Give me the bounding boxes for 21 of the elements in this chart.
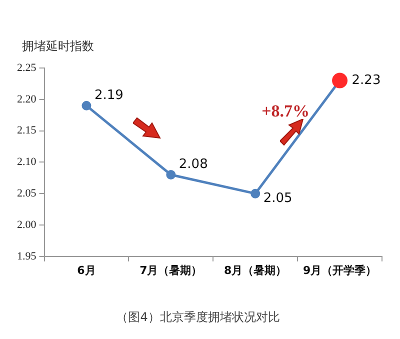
y-tick-label: 2.05 [17, 187, 37, 200]
y-tick-label: 1.95 [17, 250, 37, 262]
x-tick-label: 7月（暑期） [140, 264, 202, 277]
annotation: +8.7% [262, 101, 310, 120]
y-tick-label: 2.10 [17, 156, 37, 168]
x-tick-label: 9月（开学季） [302, 264, 377, 277]
text: （图4）北京季度拥堵状况对比 [116, 310, 280, 324]
x-tick-label: 6月 [77, 264, 96, 277]
point [250, 188, 260, 198]
data-label: 2.19 [94, 88, 124, 104]
y-tick-label: 2.25 [17, 62, 37, 74]
point [82, 100, 92, 110]
x-tick-label: 8月（暑期） [224, 264, 287, 277]
data-label: 2.23 [352, 72, 381, 88]
y-tick-label: 2.00 [17, 218, 37, 231]
data-label: 2.08 [178, 157, 208, 172]
y-tick-label: 2.20 [17, 93, 37, 106]
y-tick-label: 2.15 [17, 124, 37, 137]
data-label: 2.05 [263, 190, 292, 206]
point [166, 170, 176, 180]
y-axis-title: 拥堵延时指数 [22, 39, 94, 54]
